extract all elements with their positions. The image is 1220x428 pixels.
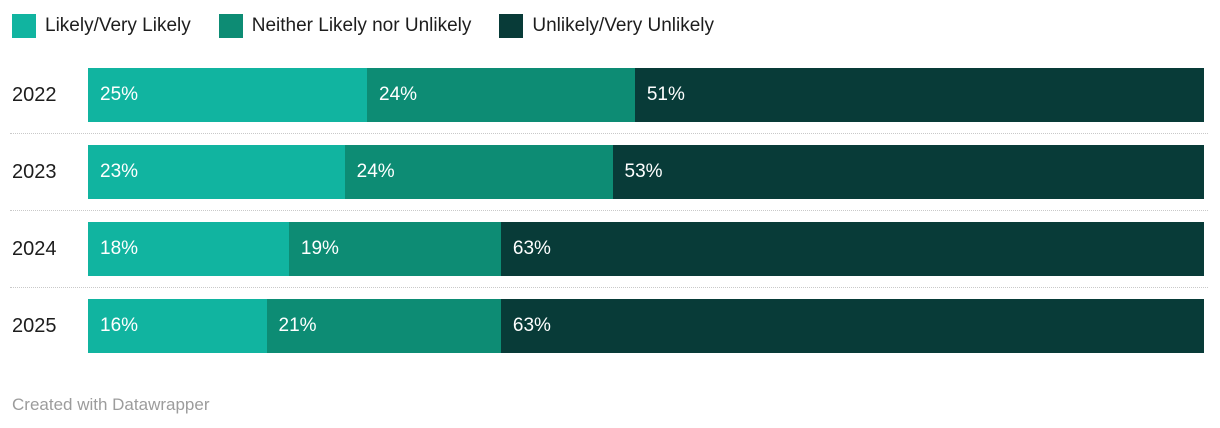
segment-label: 21%	[278, 315, 317, 336]
legend-item-unlikely: Unlikely/Very Unlikely	[499, 14, 714, 38]
year-label: 2023	[12, 160, 57, 183]
segment-label: 63%	[512, 238, 551, 259]
bar-segment: 63%	[500, 222, 1204, 276]
bar-segment: 24%	[367, 68, 635, 122]
bar-segment: 16%	[88, 299, 267, 353]
bar-row: 2022 25% 24% 51%	[0, 68, 1220, 122]
year-label: 2022	[12, 83, 57, 106]
legend-label: Unlikely/Very Unlikely	[532, 15, 715, 36]
legend-swatch	[12, 14, 36, 38]
bar-segment: 63%	[500, 299, 1204, 353]
bar-row: 2025 16% 21% 63%	[0, 299, 1220, 353]
segment-label: 24%	[379, 84, 418, 105]
bar-row: 2024 18% 19% 63%	[0, 222, 1220, 276]
datawrapper-attribution-link[interactable]: Created with Datawrapper	[12, 395, 210, 414]
stacked-bar: 23% 24% 53%	[88, 145, 1204, 199]
bar-segment: 53%	[612, 145, 1204, 199]
segment-label: 19%	[300, 238, 339, 259]
bar-segment: 25%	[88, 68, 367, 122]
row-separator	[10, 133, 1208, 134]
segment-label: 16%	[100, 315, 139, 336]
legend-label: Neither Likely nor Unlikely	[251, 15, 472, 36]
bar-segment: 18%	[88, 222, 289, 276]
legend-swatch	[499, 14, 524, 38]
legend-label: Likely/Very Likely	[45, 15, 191, 36]
legend-item-likely: Likely/Very Likely	[12, 14, 191, 38]
row-separator	[10, 210, 1208, 211]
segment-label: 25%	[100, 84, 139, 105]
bar-segment: 19%	[288, 222, 501, 276]
segment-label: 24%	[356, 161, 395, 182]
segment-label: 18%	[100, 238, 139, 259]
segment-label: 51%	[646, 84, 685, 105]
segment-label: 53%	[624, 161, 663, 182]
legend-item-neither: Neither Likely nor Unlikely	[218, 14, 472, 38]
stacked-bar: 25% 24% 51%	[88, 68, 1204, 122]
year-label: 2024	[12, 237, 57, 260]
bar-segment: 23%	[88, 145, 345, 199]
legend-swatch	[218, 14, 243, 38]
year-label: 2025	[12, 314, 57, 337]
bar-segment: 51%	[634, 68, 1204, 122]
row-separator	[10, 287, 1208, 288]
stacked-bar: 16% 21% 63%	[88, 299, 1204, 353]
legend: Likely/Very Likely Neither Likely nor Un…	[0, 0, 1220, 38]
segment-label: 23%	[100, 161, 139, 182]
stacked-bar: 18% 19% 63%	[88, 222, 1204, 276]
bar-segment: 21%	[266, 299, 501, 353]
bar-row: 2023 23% 24% 53%	[0, 145, 1220, 199]
stacked-bar-chart: 2022 25% 24% 51% 2023 23% 24% 53% 2024 1…	[0, 68, 1220, 353]
segment-label: 63%	[512, 315, 551, 336]
bar-segment: 24%	[344, 145, 613, 199]
